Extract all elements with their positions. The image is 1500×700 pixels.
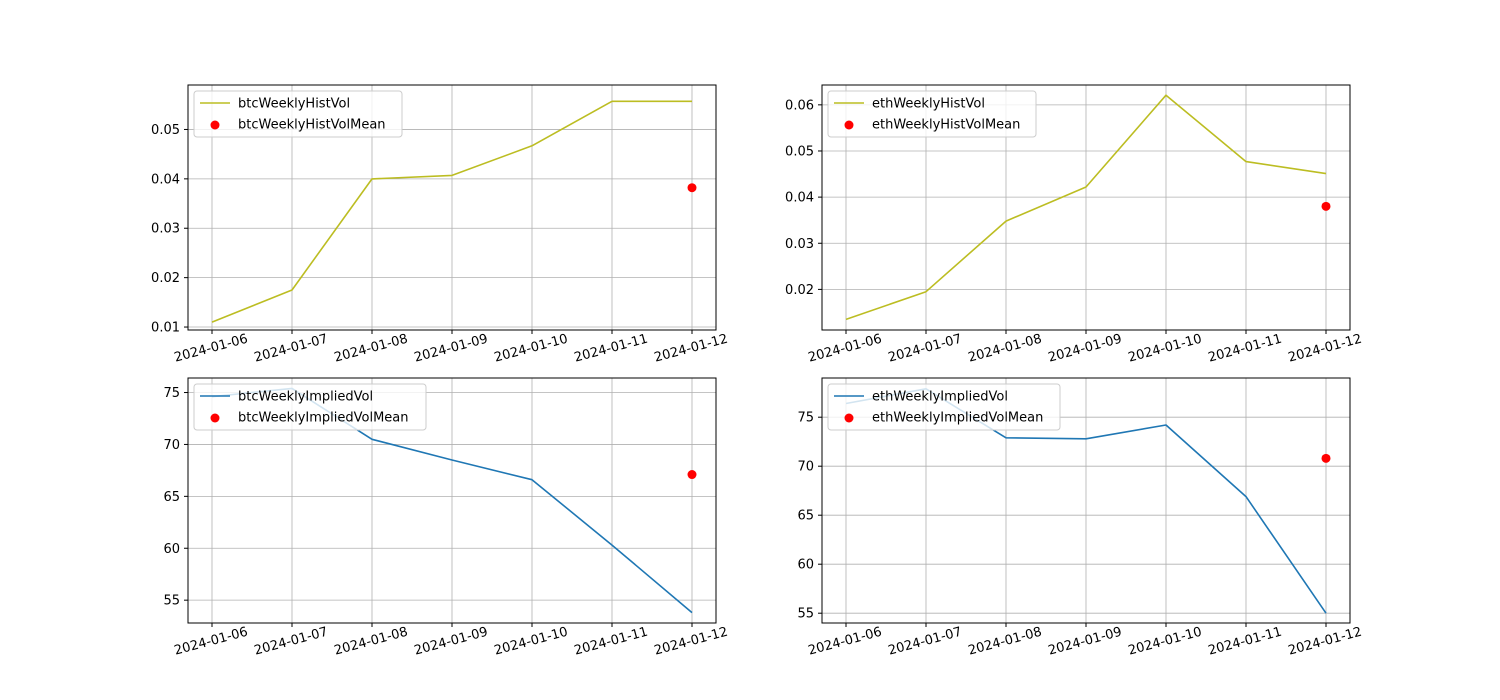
subplot-1: 2024-01-06 2024-01-07 2024-01-08 2024-01-09… xyxy=(785,84,1364,366)
y-tick-label: 0.05 xyxy=(785,144,814,159)
y-tick-label: 0.01 xyxy=(151,321,180,336)
legend-label: btcWeeklyImpliedVolMean xyxy=(238,411,409,426)
x-tick-label: 2024-01-10 xyxy=(493,332,570,366)
x-tick-label: 2024-01-12 xyxy=(653,625,730,659)
legend: ethWeeklyHistVol ethWeeklyHistVolMean xyxy=(827,90,1037,138)
legend-label: ethWeeklyHistVol xyxy=(872,97,985,112)
x-tick-label: 2024-01-11 xyxy=(573,625,650,659)
x-tick-label: 2024-01-09 xyxy=(413,625,490,659)
legend-swatch-marker xyxy=(844,413,854,423)
y-tick-label: 0.04 xyxy=(151,172,180,187)
grid xyxy=(188,378,716,623)
y-tick-label: 75 xyxy=(163,386,180,401)
y-tick-label: 75 xyxy=(797,411,814,426)
x-tick-label: 2024-01-10 xyxy=(493,625,570,659)
x-tick-label: 2024-01-06 xyxy=(173,625,250,659)
legend-label: btcWeeklyHistVol xyxy=(238,97,350,112)
y-tick-label: 70 xyxy=(797,460,814,475)
legend-box xyxy=(193,90,403,138)
scatter-point-btcWeeklyHistVolMean xyxy=(687,183,697,193)
legend-label: btcWeeklyImpliedVol xyxy=(238,390,373,405)
x-tick-label: 2024-01-12 xyxy=(1287,332,1364,366)
y-tick-label: 55 xyxy=(163,594,180,609)
legend-swatch-marker xyxy=(844,120,854,130)
legend: btcWeeklyImpliedVol btcWeeklyImpliedVolMe… xyxy=(193,383,427,431)
x-tick-label: 2024-01-11 xyxy=(573,332,650,366)
x-tick-label: 2024-01-11 xyxy=(1207,332,1284,366)
y-tick-label: 65 xyxy=(797,509,814,524)
y-tick-label: 0.04 xyxy=(785,191,814,206)
x-tick-label: 2024-01-12 xyxy=(1287,625,1364,659)
subplot-0: 2024-01-06 2024-01-07 2024-01-08 2024-01-09… xyxy=(151,84,730,366)
legend-label: ethWeeklyImpliedVol xyxy=(872,390,1008,405)
y-tick-label: 0.03 xyxy=(151,222,180,237)
x-tick-label: 2024-01-10 xyxy=(1127,625,1204,659)
y-tick-label: 70 xyxy=(163,438,180,453)
x-tick-label: 2024-01-06 xyxy=(807,332,884,366)
x-tick-label: 2024-01-09 xyxy=(1047,625,1124,659)
scatter-point-btcWeeklyImpliedVolMean xyxy=(687,470,697,480)
x-tick-label: 2024-01-08 xyxy=(333,332,410,366)
x-tick-label: 2024-01-12 xyxy=(653,332,730,366)
subplot-2: 2024-01-06 2024-01-07 2024-01-08 2024-01-09… xyxy=(163,377,730,659)
legend: btcWeeklyHistVol btcWeeklyHistVolMean xyxy=(193,90,403,138)
x-tick-label: 2024-01-07 xyxy=(887,625,964,659)
legend-box xyxy=(827,383,1061,431)
scatter-point-ethWeeklyImpliedVolMean xyxy=(1321,453,1331,463)
legend-box xyxy=(827,90,1037,138)
legend: ethWeeklyImpliedVol ethWeeklyImpliedVolMe… xyxy=(827,383,1061,431)
x-tick-label: 2024-01-07 xyxy=(887,332,964,366)
y-tick-label: 0.05 xyxy=(151,123,180,138)
subplot-3: 2024-01-06 2024-01-07 2024-01-08 2024-01-09… xyxy=(797,377,1364,659)
x-tick-label: 2024-01-08 xyxy=(333,625,410,659)
x-tick-label: 2024-01-07 xyxy=(253,625,330,659)
legend-label: ethWeeklyImpliedVolMean xyxy=(872,411,1043,426)
y-tick-label: 0.02 xyxy=(785,283,814,298)
x-tick-label: 2024-01-08 xyxy=(967,625,1044,659)
y-tick-label: 0.02 xyxy=(151,271,180,286)
y-tick-label: 60 xyxy=(163,542,180,557)
grid xyxy=(822,378,1350,623)
x-tick-label: 2024-01-06 xyxy=(173,332,250,366)
scatter-point-ethWeeklyHistVolMean xyxy=(1321,201,1331,211)
x-tick-label: 2024-01-08 xyxy=(967,332,1044,366)
legend-label: btcWeeklyHistVolMean xyxy=(238,118,386,133)
legend-swatch-marker xyxy=(210,413,220,423)
legend-box xyxy=(193,383,427,431)
x-tick-label: 2024-01-10 xyxy=(1127,332,1204,366)
x-tick-label: 2024-01-11 xyxy=(1207,625,1284,659)
legend-label: ethWeeklyHistVolMean xyxy=(872,118,1020,133)
y-tick-label: 0.06 xyxy=(785,98,814,113)
x-tick-label: 2024-01-09 xyxy=(1047,332,1124,366)
legend-swatch-marker xyxy=(210,120,220,130)
x-tick-label: 2024-01-09 xyxy=(413,332,490,366)
y-tick-label: 65 xyxy=(163,490,180,505)
y-tick-label: 55 xyxy=(797,607,814,622)
x-tick-label: 2024-01-07 xyxy=(253,332,330,366)
y-tick-label: 0.03 xyxy=(785,237,814,252)
x-tick-label: 2024-01-06 xyxy=(807,625,884,659)
y-tick-label: 60 xyxy=(797,558,814,573)
